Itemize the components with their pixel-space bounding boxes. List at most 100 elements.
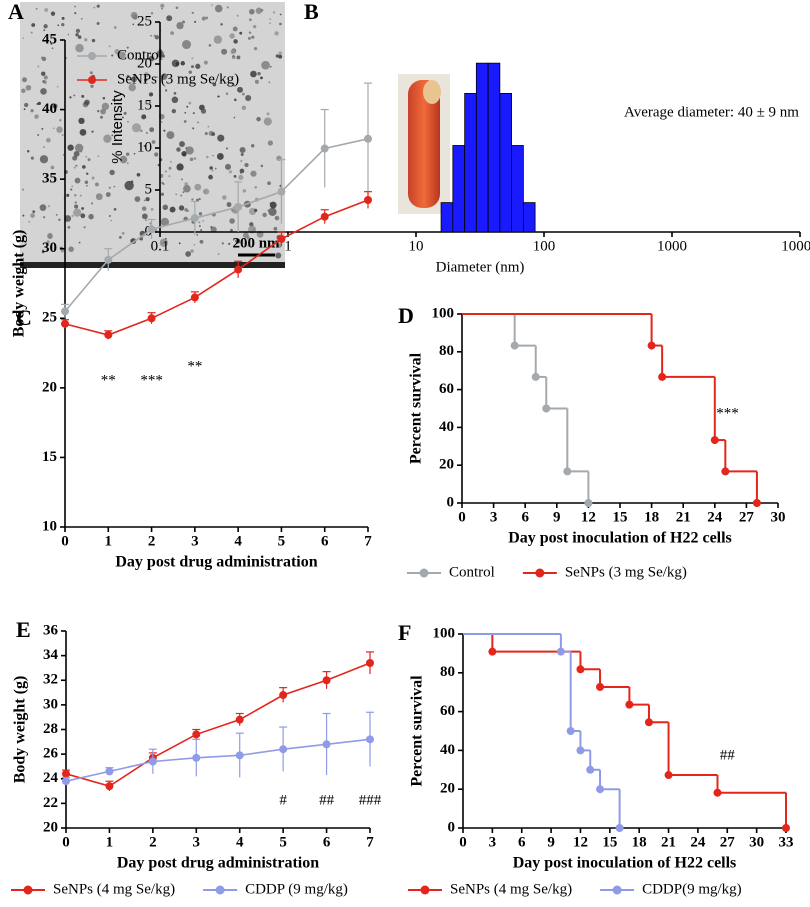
- particle: [250, 70, 257, 78]
- significance-label: ***: [716, 406, 739, 422]
- particle: [114, 48, 120, 55]
- y-tick-label: 32: [43, 672, 58, 688]
- y-tick-label: 20: [43, 819, 58, 835]
- particle: [235, 238, 241, 244]
- data-point: [322, 676, 331, 685]
- particle: [164, 89, 168, 92]
- particle: [79, 194, 82, 197]
- particle: [179, 141, 185, 147]
- x-axis-label: Day post inoculation of H22 cells: [508, 530, 732, 547]
- particle: [184, 208, 188, 212]
- particle: [80, 18, 83, 20]
- particle: [193, 157, 197, 160]
- particle: [75, 164, 78, 167]
- particle: [131, 76, 137, 83]
- particle: [256, 116, 261, 122]
- particle: [73, 208, 82, 217]
- x-tick-label: 24: [690, 834, 706, 850]
- data-point: [104, 255, 113, 264]
- particle: [203, 60, 208, 65]
- particle: [233, 116, 236, 119]
- y-tick-label: 26: [43, 746, 59, 762]
- particle: [145, 197, 150, 202]
- particle: [268, 207, 277, 216]
- particle: [149, 92, 154, 97]
- particle: [26, 149, 30, 153]
- particle: [75, 33, 79, 37]
- particle: [249, 222, 254, 227]
- particle: [233, 39, 238, 44]
- significance-label: ###: [359, 792, 382, 808]
- particle: [213, 35, 223, 44]
- particle: [119, 236, 122, 239]
- particle: [47, 234, 53, 240]
- particle: [74, 193, 77, 197]
- data-point: [366, 735, 374, 744]
- particle: [41, 127, 44, 130]
- histogram-bar: [464, 93, 477, 233]
- survival-point: [566, 727, 575, 735]
- data-line: [65, 738, 371, 782]
- legend-label: SeNPs (3 mg Se/kg): [117, 71, 239, 87]
- particle: [111, 134, 114, 137]
- x-tick-label: 0: [458, 509, 466, 525]
- survival-point: [510, 341, 519, 350]
- x-tick-label: 30: [771, 509, 786, 525]
- particle: [237, 86, 243, 93]
- particle: [268, 81, 271, 84]
- particle: [30, 109, 34, 113]
- particle: [210, 226, 217, 233]
- particle: [233, 175, 237, 178]
- particle: [275, 54, 280, 58]
- particle: [191, 11, 194, 15]
- particle: [154, 152, 159, 157]
- data-point: [277, 187, 286, 196]
- y-axis-label: Percent survival: [409, 675, 426, 787]
- histogram-bar: [511, 145, 524, 233]
- particle: [194, 183, 202, 191]
- x-tick-label: 6: [321, 533, 329, 549]
- survival-point: [488, 647, 497, 656]
- survival-point: [710, 436, 719, 445]
- particle: [21, 77, 28, 83]
- data-point: [62, 769, 70, 778]
- survival-point: [596, 785, 605, 794]
- x-tick-label: 0: [62, 834, 70, 850]
- particle: [21, 88, 26, 94]
- particle: [74, 204, 79, 209]
- particle: [192, 112, 195, 115]
- particle: [170, 31, 174, 35]
- particle: [212, 82, 217, 87]
- particle: [22, 214, 25, 217]
- particle: [191, 57, 194, 60]
- x-tick-label: 3: [193, 834, 201, 850]
- particle: [23, 108, 26, 111]
- particle: [37, 65, 40, 68]
- particle: [279, 22, 282, 26]
- particle: [248, 31, 251, 34]
- particle: [125, 152, 130, 156]
- particle: [164, 170, 167, 173]
- particle: [176, 147, 181, 152]
- particle: [73, 166, 76, 169]
- data-point: [234, 265, 243, 274]
- particle: [52, 103, 58, 109]
- y-tick-label: 40: [440, 742, 455, 758]
- panel-label: E: [16, 617, 31, 642]
- particle: [126, 162, 129, 165]
- particle: [151, 140, 156, 144]
- particle: [69, 96, 72, 99]
- legend-marker: [535, 568, 545, 578]
- particle: [133, 152, 136, 155]
- y-axis-label: Body weight (g): [11, 230, 28, 338]
- particle: [160, 192, 164, 196]
- histogram-bar: [440, 202, 454, 233]
- particle: [203, 188, 210, 195]
- particle: [59, 119, 62, 122]
- particle: [166, 15, 173, 22]
- particle: [56, 85, 59, 88]
- x-tick-label: 33: [779, 834, 794, 850]
- particle: [239, 31, 243, 35]
- particle: [168, 175, 171, 178]
